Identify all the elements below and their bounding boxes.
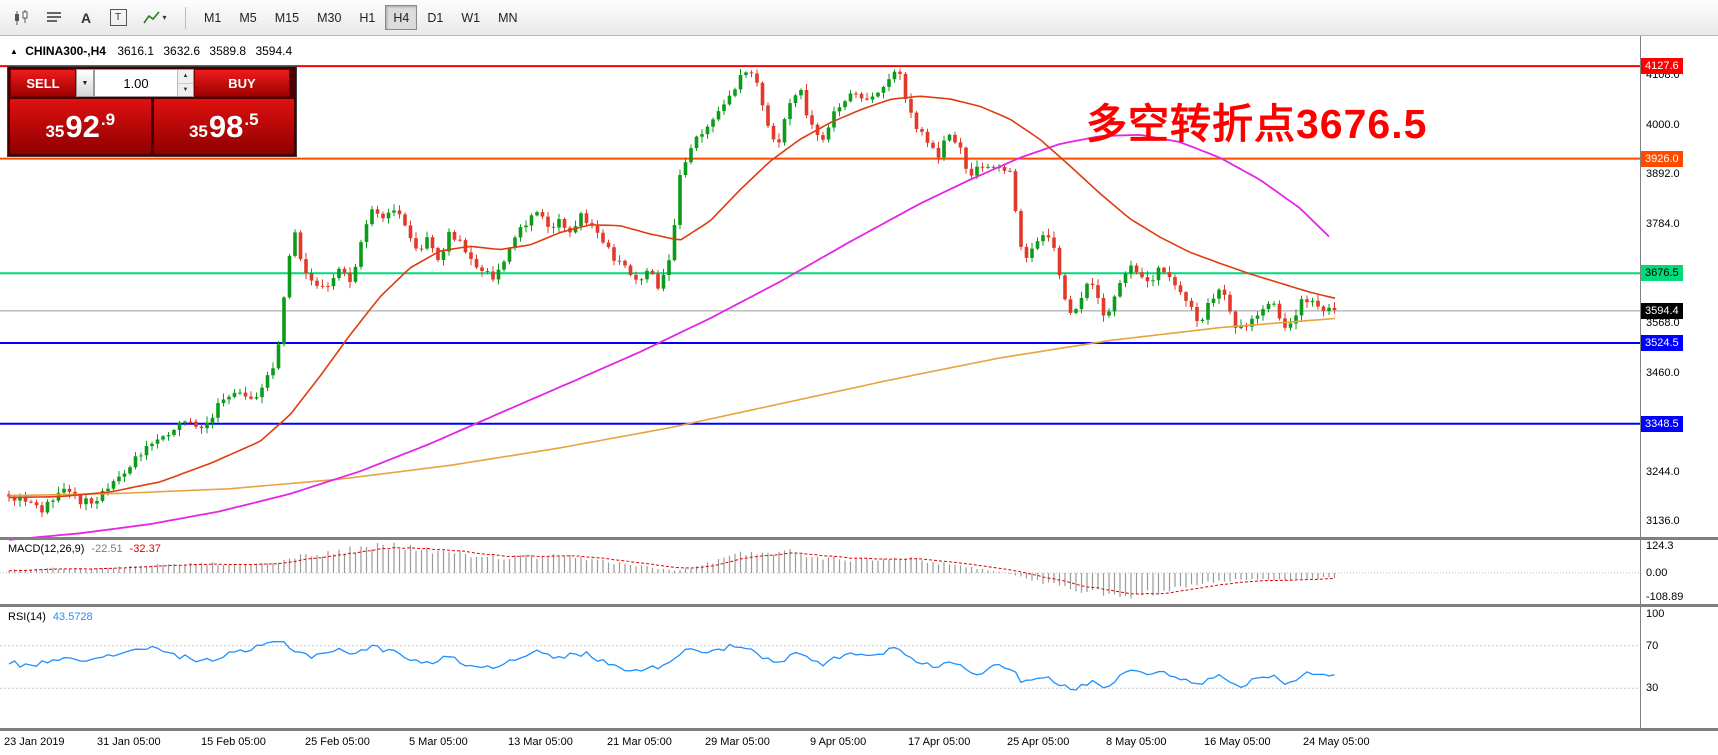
ohlc-open: 3616.1 [117,44,155,58]
panel-separators [0,36,1718,731]
chart-list-icon[interactable] [39,5,69,31]
volume-input[interactable] [95,70,177,96]
chart-header: ▲ CHINA300-,H4 3616.1 3632.6 3589.8 3594… [10,44,298,58]
sell-button[interactable]: SELL [10,69,76,97]
timeframe-m5[interactable]: M5 [231,5,264,30]
volume-stepper: ▲ ▼ [177,70,193,96]
bid-price-panel[interactable]: 35 92.9 [10,99,151,154]
macd-axis-tick: -108.89 [1646,590,1684,603]
ask-price: 35 [188,121,208,141]
x-axis-date: 17 Apr 05:00 [908,736,971,748]
x-axis-date: 15 Feb 05:00 [201,736,266,748]
price-axis-tick: 3784.0 [1646,217,1680,230]
indicators-icon[interactable]: ▾ [135,5,175,31]
price-level-badge: 3676.5 [1641,265,1683,282]
price-level-badge: 3594.4 [1641,302,1683,319]
timeframe-m30[interactable]: M30 [309,5,349,30]
volume-field: ▲ ▼ [94,69,194,97]
rsi-value: 43.5728 [52,611,93,623]
x-axis-date: 8 May 05:00 [1106,736,1167,748]
timeframe-h1[interactable]: H1 [351,5,383,30]
ma-slowest-line [8,317,1336,497]
ohlc-close: 3594.4 [255,44,293,58]
price-axis-tick: 3136.0 [1646,515,1680,528]
rsi-panel [0,640,1640,691]
volume-increase-icon[interactable]: ▲ [178,70,193,84]
ask-price-dec: .5 [244,109,259,129]
price-level-lines [0,65,1640,425]
bid-price-dec: .9 [100,109,116,129]
timeframe-d1[interactable]: D1 [419,5,451,30]
x-axis-date: 25 Feb 05:00 [305,736,370,748]
ohlc-low: 3589.8 [209,44,247,58]
rsi-label: RSI(14) 43.5728 [8,611,93,623]
price-level-badge: 3524.5 [1641,334,1683,351]
macd-name: MACD(12,26,9) [8,543,85,555]
x-axis-date: 13 Mar 05:00 [508,736,573,748]
ma-slow-line [8,133,1330,541]
timeframe-h4[interactable]: H4 [385,5,418,30]
toolbar-separator [185,6,186,29]
label-tool-icon[interactable]: T [103,5,133,31]
rsi-axis-tick: 100 [1646,608,1665,620]
collapse-triangle-icon[interactable]: ▲ [10,47,18,56]
price-level-badge: 3926.0 [1641,150,1683,167]
bid-price-big: 92 [65,108,100,144]
ohlc-high: 3632.6 [163,44,201,58]
x-axis-date: 5 Mar 05:00 [409,736,468,748]
chevron-down-icon: ▾ [162,13,167,22]
chart-type-icon[interactable] [7,5,37,31]
top-toolbar: A T ▾ M1 M5 M15 M30 H1 H4 D1 W1 MN [0,0,1718,36]
timeframe-w1[interactable]: W1 [453,5,488,30]
volume-dropdown-icon[interactable]: ▼ [76,69,94,97]
x-axis-date: 29 Mar 05:00 [705,736,770,748]
macd-label: MACD(12,26,9) -22.51 -32.37 [8,543,161,555]
x-axis-date: 25 Apr 05:00 [1007,736,1070,748]
text-tool-icon[interactable]: A [71,5,101,31]
timeframe-m1[interactable]: M1 [196,5,229,30]
price-level-badge: 3348.5 [1641,415,1683,432]
ask-price-panel[interactable]: 35 98.5 [153,99,294,154]
price-axis-tick: 3244.0 [1646,465,1680,478]
price-axis-tick: 3892.0 [1646,168,1680,181]
macd-value: -22.51 [91,543,123,555]
price-axis-tick: 3568.0 [1646,317,1680,330]
timeframe-mn[interactable]: MN [490,5,525,30]
symbol-period-label: CHINA300-,H4 [25,44,106,58]
timeframe-group: M1 M5 M15 M30 H1 H4 D1 W1 MN [195,5,527,30]
ma-fast-line [8,95,1336,499]
price-axis-tick: 4000.0 [1646,118,1680,131]
macd-panel [0,542,1640,599]
rsi-axis-tick: 70 [1646,639,1659,652]
candles-layer [7,68,1337,518]
x-axis-date: 23 Jan 2019 [4,736,65,748]
x-axis-date: 16 May 05:00 [1204,736,1271,748]
x-axis-date: 24 May 05:00 [1303,736,1370,748]
chart-annotation-text: 多空转折点3676.5 [1086,101,1428,147]
buy-button[interactable]: BUY [194,69,290,97]
rsi-axis-tick: 30 [1646,682,1659,695]
volume-decrease-icon[interactable]: ▼ [178,83,193,96]
x-axis-date: 21 Mar 05:00 [607,736,672,748]
ask-price-big: 98 [208,108,244,144]
macd-signal-value: -32.37 [129,543,161,555]
rsi-name: RSI(14) [8,611,46,623]
macd-axis-tick: 124.3 [1646,540,1674,553]
bid-price: 35 [45,121,65,141]
timeframe-m15[interactable]: M15 [267,5,307,30]
price-axis-tick: 3460.0 [1646,366,1680,379]
x-axis-date: 9 Apr 05:00 [810,736,867,748]
x-axis-date: 31 Jan 05:00 [97,736,161,748]
macd-axis-tick: 0.00 [1646,567,1668,579]
price-level-badge: 4127.6 [1641,58,1683,75]
